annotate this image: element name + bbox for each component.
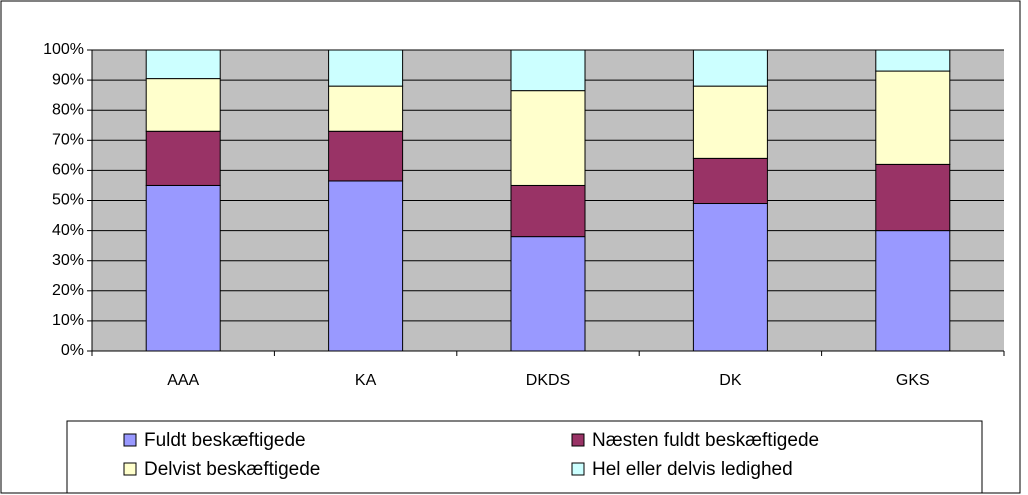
bar-segment (875, 230, 951, 352)
y-tick-label: 10% (52, 312, 84, 329)
x-tick-label: DK (719, 372, 742, 389)
x-tick-label: AAA (167, 372, 199, 389)
y-tick-label: 30% (52, 252, 84, 269)
legend-box (66, 420, 983, 494)
legend-swatch (123, 433, 137, 447)
y-tick-label: 40% (52, 222, 84, 239)
y-tick-label: 20% (52, 282, 84, 299)
bar-segment (875, 70, 951, 165)
y-tick-label: 0% (61, 342, 84, 359)
y-tick-label: 100% (43, 41, 84, 58)
legend-swatch (571, 462, 585, 476)
bar-segment (510, 90, 586, 186)
bar-segment (328, 130, 404, 182)
bar-segment (692, 49, 768, 87)
bar-segment (692, 157, 768, 205)
bar-segment (510, 236, 586, 352)
y-tick-label: 70% (52, 132, 84, 149)
legend-label: Fuldt beskæftigede (144, 430, 306, 451)
bar-segment (145, 130, 221, 186)
legend-swatch (123, 462, 137, 476)
bar-segment (145, 78, 221, 132)
bar-segment (692, 203, 768, 352)
legend-label: Næsten fuldt beskæftigede (592, 430, 819, 451)
legend-label: Delvist beskæftigede (144, 459, 320, 480)
bar-segment (510, 49, 586, 92)
x-tick-label: KA (355, 372, 377, 389)
bar-segment (692, 85, 768, 159)
bar-segment (145, 49, 221, 80)
y-tick-label: 60% (52, 162, 84, 179)
bar-segment (875, 49, 951, 72)
y-tick-label: 80% (52, 101, 84, 118)
bar-segment (328, 49, 404, 87)
y-tick-label: 90% (52, 71, 84, 88)
x-tick-label: DKDS (526, 372, 570, 389)
legend-swatch (571, 433, 585, 447)
legend-label: Hel eller delvis ledighed (592, 459, 793, 480)
bar-segment (145, 184, 221, 352)
bar-segment (328, 85, 404, 132)
y-tick-label: 50% (52, 192, 84, 209)
bar-segment (328, 180, 404, 352)
bar-segment (875, 163, 951, 232)
legend: Fuldt beskæftigede Næsten fuldt beskæftig… (66, 420, 983, 494)
x-tick-label: GKS (896, 372, 930, 389)
bar-segment (510, 184, 586, 238)
